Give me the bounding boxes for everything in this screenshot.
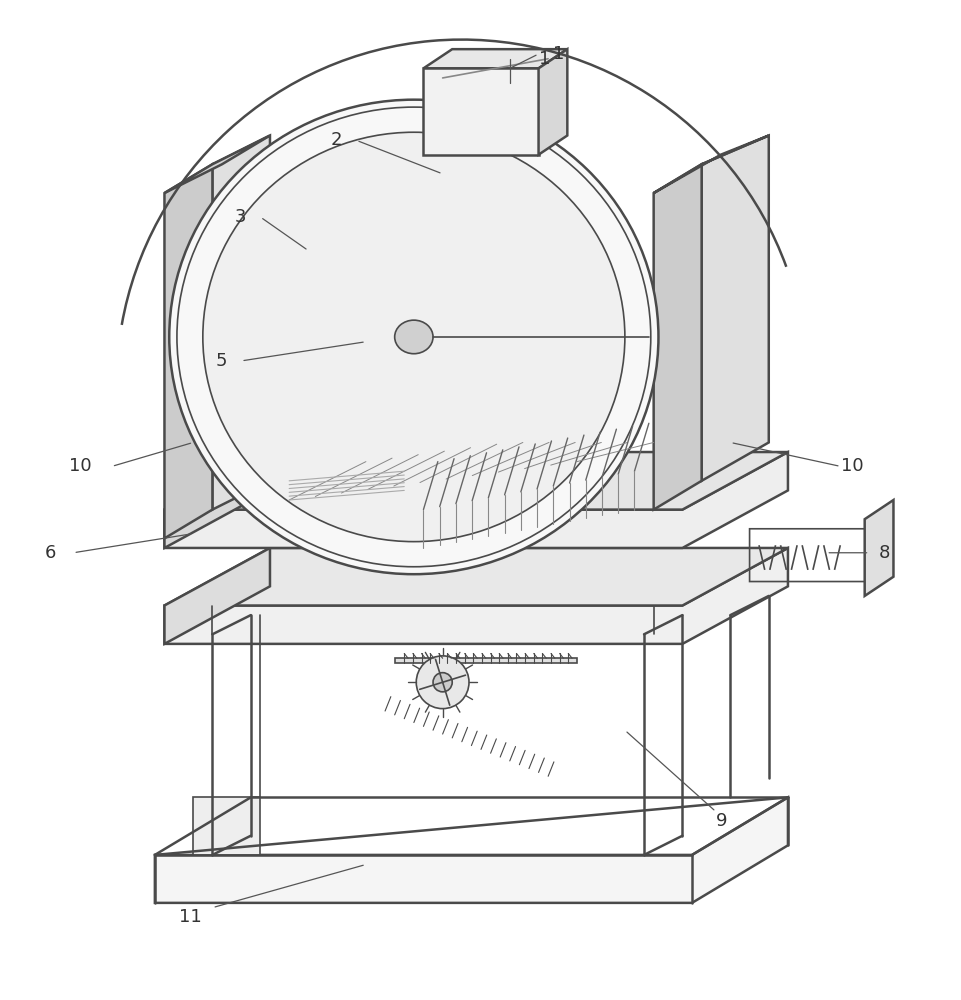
Polygon shape (164, 452, 787, 510)
Polygon shape (164, 452, 787, 548)
Text: 5: 5 (215, 352, 227, 370)
Ellipse shape (394, 320, 432, 354)
Polygon shape (164, 548, 787, 606)
Polygon shape (164, 548, 270, 644)
Polygon shape (164, 452, 270, 548)
Polygon shape (394, 658, 577, 663)
Polygon shape (423, 49, 567, 68)
Polygon shape (653, 135, 768, 193)
Polygon shape (155, 797, 787, 903)
Polygon shape (164, 135, 270, 193)
Ellipse shape (432, 673, 452, 692)
Text: 6: 6 (44, 544, 56, 562)
Text: 1: 1 (553, 45, 564, 63)
Ellipse shape (169, 100, 657, 574)
Polygon shape (538, 49, 567, 155)
Polygon shape (164, 164, 212, 538)
Text: 10: 10 (840, 457, 862, 475)
Ellipse shape (416, 656, 469, 709)
Polygon shape (212, 135, 270, 510)
Text: 8: 8 (878, 544, 890, 562)
Polygon shape (653, 164, 701, 510)
Polygon shape (701, 135, 768, 481)
Text: 9: 9 (715, 812, 727, 830)
Polygon shape (423, 68, 538, 155)
Text: 2: 2 (330, 131, 341, 149)
Polygon shape (864, 500, 893, 596)
Text: 1: 1 (538, 50, 550, 68)
Text: 11: 11 (179, 908, 202, 926)
Polygon shape (164, 548, 787, 644)
Ellipse shape (203, 132, 625, 542)
Text: 10: 10 (68, 457, 91, 475)
Polygon shape (193, 797, 260, 855)
Text: 3: 3 (234, 208, 246, 226)
